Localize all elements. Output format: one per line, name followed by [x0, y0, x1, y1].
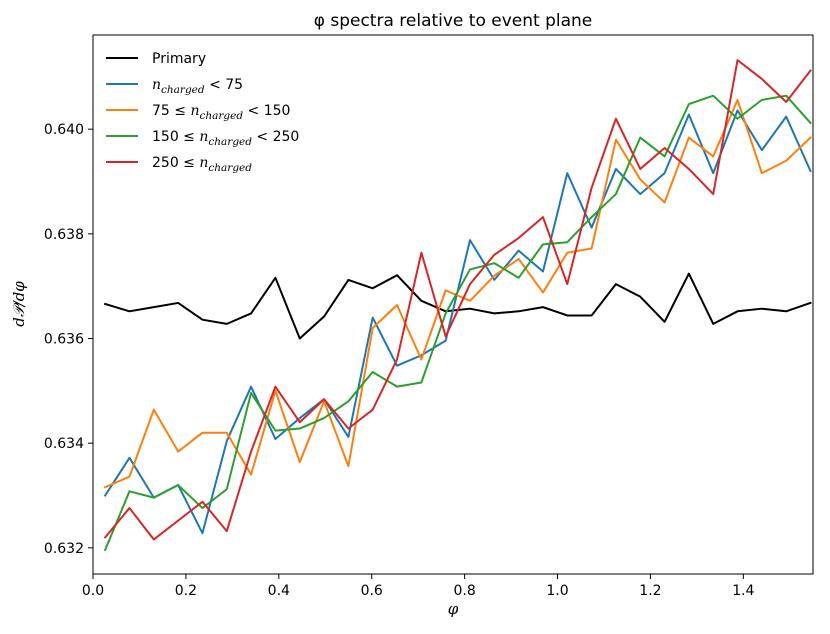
y-tick-label: 0.636 [44, 332, 84, 348]
y-axis-label: d𝒫/dφ [10, 281, 28, 327]
x-tick-label: 1.2 [639, 583, 661, 599]
legend-label-3: 150 ≤ ncharged < 250 [152, 129, 299, 148]
x-axis: 0.0 0.2 0.4 0.6 0.8 1.0 1.2 1.4 [82, 574, 755, 599]
plot-frame [92, 34, 814, 575]
legend-label-0: Primary [152, 51, 206, 67]
y-axis: 0.632 0.634 0.636 0.638 0.640 [44, 122, 93, 557]
x-tick-label: 0.2 [175, 583, 197, 599]
series-line-3 [103, 94, 812, 552]
x-tick-label: 0.8 [453, 583, 475, 599]
series-line-2 [103, 98, 812, 489]
x-tick-label: 0.4 [268, 583, 290, 599]
legend-label-4: 250 ≤ ncharged [152, 155, 252, 174]
plot-lines [103, 59, 812, 552]
x-axis-label: φ [448, 600, 459, 618]
legend-label-2: 75 ≤ ncharged < 150 [152, 103, 290, 122]
x-tick-label: 1.0 [546, 583, 568, 599]
y-tick-label: 0.638 [44, 227, 84, 243]
x-tick-label: 1.4 [732, 583, 754, 599]
x-tick-label: 0.6 [361, 583, 383, 599]
x-tick-label: 0.0 [82, 583, 104, 599]
y-tick-label: 0.632 [44, 541, 84, 557]
legend: Primary ncharged < 75 75 ≤ ncharged < 150 1… [106, 51, 299, 174]
y-tick-label: 0.640 [44, 122, 84, 138]
legend-label-1: ncharged < 75 [152, 77, 243, 96]
series-line-4 [103, 59, 812, 541]
y-tick-label: 0.634 [44, 436, 84, 452]
chart-title: φ spectra relative to event plane [314, 11, 593, 31]
